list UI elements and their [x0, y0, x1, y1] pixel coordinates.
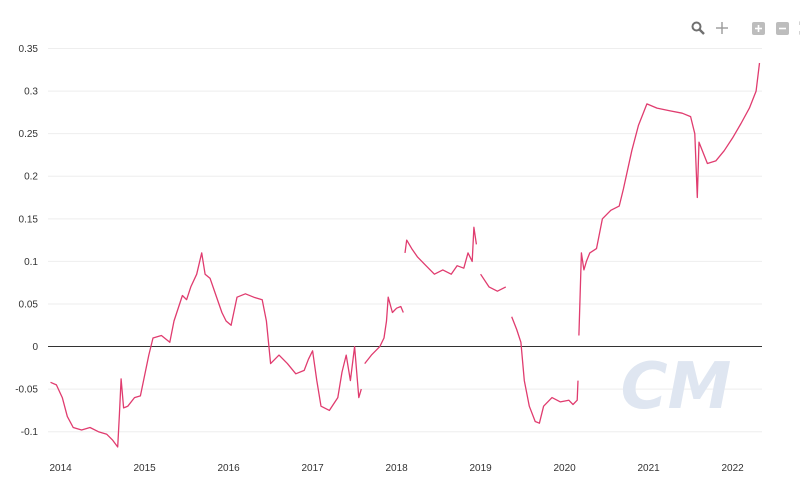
y-tick-label: 0.35 — [19, 44, 39, 55]
y-tick-label: 0.15 — [19, 214, 39, 225]
zoom-in-icon[interactable] — [750, 20, 766, 36]
x-tick-label: 2015 — [133, 463, 156, 474]
y-tick-label: -0.05 — [15, 385, 38, 396]
x-tick-label: 2020 — [553, 463, 576, 474]
series-line-group — [50, 62, 761, 448]
y-tick-label: 0.3 — [24, 87, 38, 98]
x-tick-label: 2014 — [49, 463, 72, 474]
x-tick-label: 2022 — [721, 463, 744, 474]
x-tick-label: 2021 — [637, 463, 660, 474]
series-line-segment — [511, 316, 579, 424]
y-tick-label: 0.1 — [24, 257, 38, 268]
y-tick-label: 0.25 — [19, 129, 39, 140]
x-tick-label: 2018 — [385, 463, 408, 474]
y-tick-label: 0.05 — [19, 299, 39, 310]
pan-icon[interactable] — [714, 20, 730, 36]
x-tick-label: 2017 — [301, 463, 324, 474]
watermark-logo: CM — [621, 350, 732, 424]
zoom-icon[interactable] — [690, 20, 706, 36]
series-line-segment — [50, 252, 362, 448]
y-tick-label: -0.1 — [21, 427, 39, 438]
series-line-segment — [364, 296, 404, 365]
chart-toolbar — [690, 20, 800, 36]
series-line-segment — [480, 273, 507, 292]
x-axis-ticks: 2014 2015 2016 2017 2018 2019 2020 2021 2022 — [49, 463, 744, 474]
y-tick-label: 0 — [32, 342, 38, 353]
zoom-out-icon[interactable] — [774, 20, 790, 36]
series-line-segment — [404, 226, 478, 275]
watermark-text: CM — [621, 350, 732, 424]
y-tick-label: 0.2 — [24, 172, 38, 183]
x-tick-label: 2019 — [469, 463, 492, 474]
series-line-segment — [578, 62, 761, 336]
gridlines — [48, 48, 762, 433]
x-tick-label: 2016 — [217, 463, 240, 474]
y-axis-ticks: -0.1 -0.05 0 0.05 0.1 0.15 0.2 0.25 0.3 0.35 — [15, 44, 38, 438]
